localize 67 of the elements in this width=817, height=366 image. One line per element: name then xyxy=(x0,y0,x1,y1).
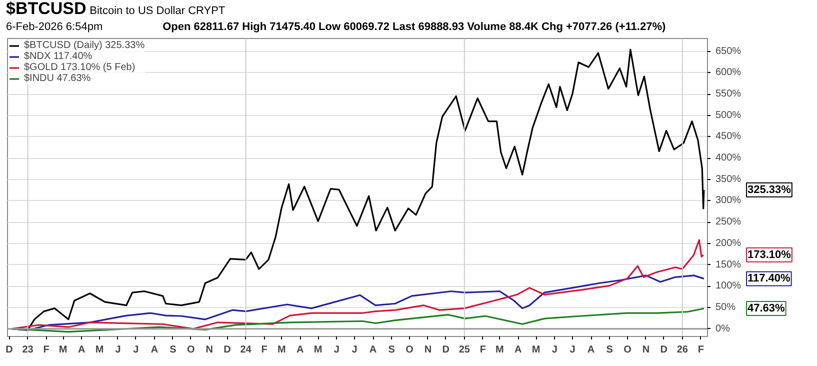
text: 47.63% xyxy=(748,302,786,314)
x-tick-label: M xyxy=(495,344,504,356)
x-tick-label: M xyxy=(58,344,68,356)
legend-label: $BTCUSD (Daily) 325.33% xyxy=(24,40,145,51)
y-tick-label: 300% xyxy=(716,195,742,206)
x-tick-label: A xyxy=(587,344,595,356)
x-tick-label: M xyxy=(95,344,104,356)
x-tick-label: M xyxy=(277,344,286,356)
x-tick-label: F xyxy=(43,344,50,356)
chart-title: $BTCUSD xyxy=(6,0,86,18)
x-tick-label: F xyxy=(261,344,268,356)
y-tick-label: 350% xyxy=(716,174,742,185)
x-tick-label: J xyxy=(352,344,358,356)
x-tick-label: J xyxy=(115,344,121,356)
x-tick-label: F xyxy=(698,344,704,356)
legend-label: $NDX 117.40% xyxy=(24,51,92,62)
x-tick-label: 23 xyxy=(22,344,34,356)
x-tick-label: A xyxy=(78,344,86,356)
chart-subtitle: Bitcoin to US Dollar CRYPT xyxy=(90,5,226,17)
y-tick-label: 550% xyxy=(716,88,742,100)
x-tick-label: D xyxy=(660,344,668,356)
x-tick-label: J xyxy=(334,344,340,356)
x-tick-label: J xyxy=(570,344,576,356)
legend-label: $INDU 47.63% xyxy=(24,73,91,84)
y-tick-label: 200% xyxy=(716,238,742,249)
x-tick-label: D xyxy=(224,344,231,356)
x-tick-label: N xyxy=(206,344,213,356)
x-tick-label: 24 xyxy=(240,344,252,356)
x-tick-label: S xyxy=(606,344,614,356)
x-tick-label: N xyxy=(424,344,432,356)
x-tick-label: O xyxy=(186,344,195,356)
x-tick-label: N xyxy=(642,344,650,356)
x-tick-label: 26 xyxy=(676,344,688,356)
x-tick-label: A xyxy=(150,344,158,356)
legend-label: $GOLD 173.10% (5 Feb) xyxy=(24,62,136,73)
line-series xyxy=(10,239,704,330)
y-tick-label: 600% xyxy=(716,67,742,78)
y-tick-label: 450% xyxy=(716,131,742,142)
x-tick-label: A xyxy=(296,344,304,356)
text: 117.40% xyxy=(748,272,791,285)
x-tick-label: F xyxy=(480,344,486,356)
text: Open 62811.67 High 71475.40 Low 60069.72 Last 69888.93 Volume 88.4K Chg +7077.26 (+11.27%) xyxy=(162,20,666,34)
y-tick-label: 250% xyxy=(716,216,742,228)
y-tick-label: 150% xyxy=(716,259,742,270)
text: 173.10% xyxy=(748,248,792,261)
text: 325.33% xyxy=(748,184,792,196)
x-tick-label: J xyxy=(133,344,139,356)
x-tick-label: J xyxy=(552,344,558,356)
x-tick-label: O xyxy=(624,344,632,356)
x-tick-label: O xyxy=(406,344,414,356)
x-tick-label: A xyxy=(514,344,522,356)
x-tick-label: M xyxy=(532,344,540,356)
y-tick-label: 400% xyxy=(716,152,742,164)
y-tick-label: 650% xyxy=(716,46,742,57)
x-tick-label: S xyxy=(388,344,396,356)
x-tick-label: 25 xyxy=(458,344,470,356)
y-tick-label: 500% xyxy=(716,110,742,121)
text: 6-Feb-2026 6:54pm xyxy=(6,20,103,34)
y-tick-label: 100% xyxy=(716,280,742,292)
x-tick-label: S xyxy=(170,344,177,356)
x-tick-label: M xyxy=(314,344,322,356)
x-tick-label: D xyxy=(442,344,450,356)
x-tick-label: A xyxy=(369,344,377,356)
y-tick-label: 0% xyxy=(716,323,730,334)
y-tick-label: 50% xyxy=(716,302,736,313)
x-tick-label: D xyxy=(6,344,13,356)
line-series xyxy=(10,274,705,331)
